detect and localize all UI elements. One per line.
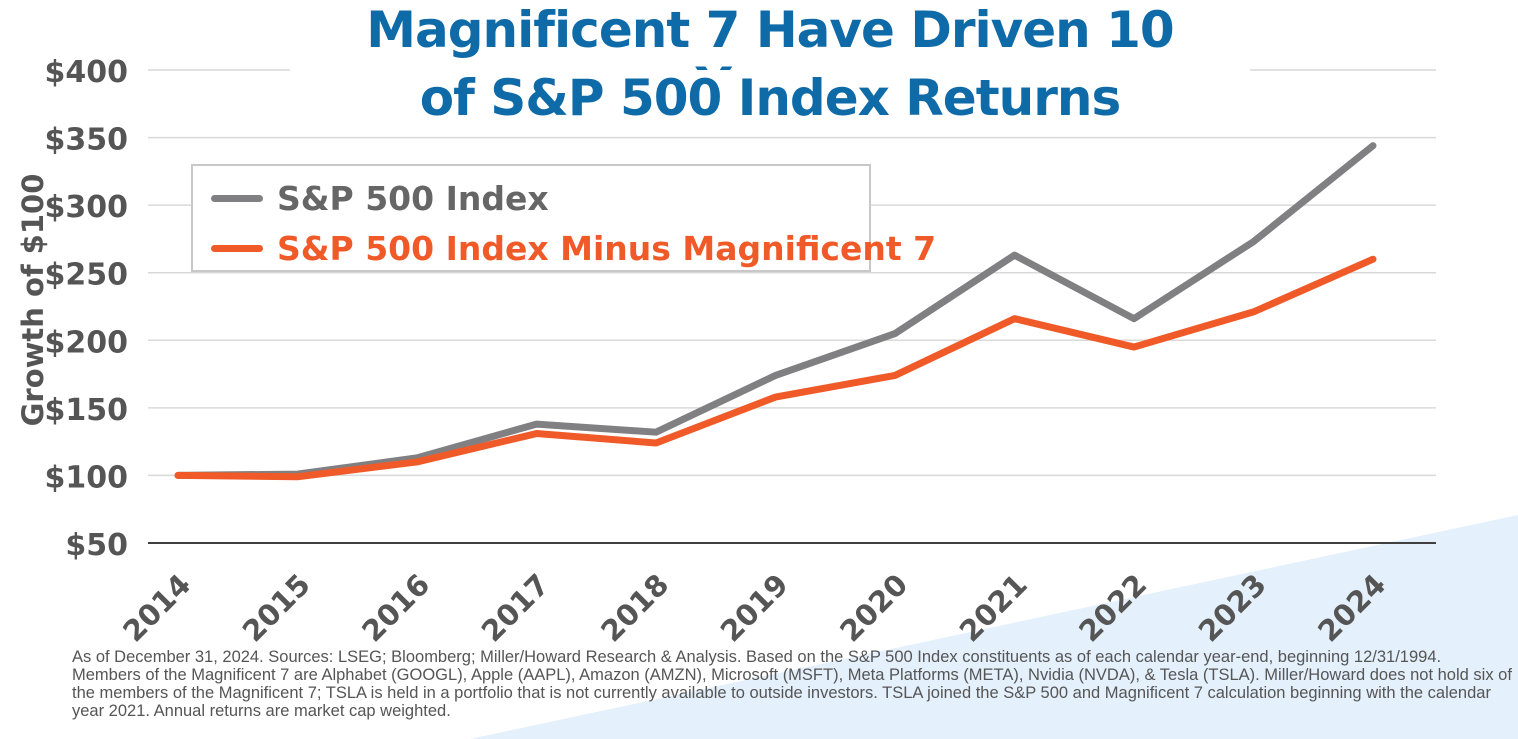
chart-title-line-2: of S&P 500 Index Returns [390, 70, 1150, 126]
legend-item-sp500-minus-mag7: S&P 500 Index Minus Magnificent 7 [211, 228, 936, 268]
x-tick-label: 2016 [355, 567, 436, 648]
y-tick-label: $400 [45, 55, 129, 90]
x-tick-label: 2017 [475, 567, 556, 648]
decorative-background-shape [470, 515, 1518, 739]
x-tick-label: 2019 [714, 567, 795, 648]
legend-item-sp500: S&P 500 Index [211, 178, 549, 218]
series-line-sp500 [174, 142, 1377, 479]
y-tick-label: $150 [45, 393, 129, 428]
legend-label-sp500: S&P 500 Index [277, 178, 549, 218]
legend-swatch-sp500 [211, 194, 263, 202]
legend: S&P 500 Index S&P 500 Index Minus Magnif… [191, 164, 936, 272]
footnote: As of December 31, 2024. Sources: LSEG; … [72, 648, 1512, 720]
x-tick-label: 2015 [236, 567, 317, 648]
series-line-sp500-minus-mag7 [174, 255, 1377, 481]
y-axis-ticks: $50 $100 $150 $200 $250 $300 $350 $400 [45, 55, 129, 563]
y-tick-label: $350 [45, 123, 129, 158]
y-tick-label: $200 [45, 325, 129, 360]
series-lines [174, 142, 1377, 481]
y-axis-label-group: Growth of $100 [16, 174, 50, 427]
x-tick-label: 2018 [594, 567, 675, 648]
legend-label-sp500-minus-mag7: S&P 500 Index Minus Magnificent 7 [277, 228, 937, 268]
y-axis-label: Growth of $100 [16, 174, 50, 427]
x-tick-label: 2014 [116, 567, 197, 648]
y-tick-label: $50 [65, 528, 128, 563]
y-tick-label: $300 [45, 190, 129, 225]
legend-swatch-sp500-minus-mag7 [211, 244, 263, 252]
x-tick-label: 2020 [833, 567, 914, 648]
y-tick-label: $250 [45, 258, 129, 293]
y-tick-label: $100 [45, 460, 129, 495]
